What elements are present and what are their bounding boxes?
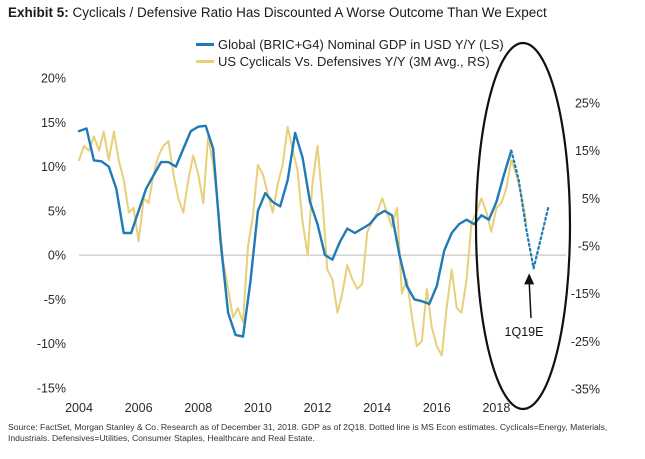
y-left-tick-label: 0%: [48, 249, 66, 263]
legend-label-cyclicals: US Cyclicals Vs. Defensives Y/Y (3M Avg.…: [218, 54, 490, 69]
y-right-tick-label: -25%: [571, 335, 600, 349]
legend-item-cyclicals: US Cyclicals Vs. Defensives Y/Y (3M Avg.…: [196, 53, 504, 70]
x-tick-label: 2004: [65, 401, 93, 415]
y-left-tick-label: -5%: [44, 293, 66, 307]
annotation-arrowhead: [524, 273, 535, 285]
exhibit-label: Exhibit 5:: [8, 5, 69, 20]
y-left-tick-label: 5%: [48, 204, 66, 218]
x-tick-label: 2006: [125, 401, 153, 415]
y-left-tick-label: -10%: [37, 337, 66, 351]
y-left-tick-label: 20%: [41, 72, 66, 86]
legend-label-gdp: Global (BRIC+G4) Nominal GDP in USD Y/Y …: [218, 37, 504, 52]
series-line-gdp: [77, 124, 513, 338]
source-note: Source: FactSet, Morgan Stanley & Co. Re…: [8, 422, 608, 443]
y-right-tick-label: 15%: [575, 144, 600, 158]
legend-item-gdp: Global (BRIC+G4) Nominal GDP in USD Y/Y …: [196, 36, 504, 53]
y-left-tick-label: 10%: [41, 160, 66, 174]
annotation-layer: 1Q19E: [474, 41, 572, 411]
chart-legend: Global (BRIC+G4) Nominal GDP in USD Y/Y …: [196, 36, 504, 70]
x-tick-label: 2012: [304, 401, 332, 415]
x-tick-label: 2018: [482, 401, 510, 415]
series-line-gdp-estimate: [510, 149, 550, 270]
y-left-tick-label: -15%: [37, 382, 66, 396]
title-text: Cyclicals / Defensive Ratio Has Discount…: [72, 5, 547, 20]
y-right-tick-label: 25%: [575, 97, 600, 111]
chart-title: Exhibit 5: Cyclicals / Defensive Ratio H…: [8, 5, 547, 20]
legend-swatch-gdp: [196, 43, 214, 46]
y-left-tick-label: 15%: [41, 116, 66, 130]
y-right-tick-label: 5%: [582, 192, 600, 206]
x-tick-label: 2010: [244, 401, 272, 415]
x-tick-label: 2008: [184, 401, 212, 415]
x-tick-label: 2014: [363, 401, 391, 415]
highlight-ellipse: [474, 41, 572, 411]
annotation-arrow: [528, 281, 532, 319]
gdp-layer: [77, 124, 550, 338]
y-right-tick-label: -5%: [578, 240, 600, 254]
y-right-tick-label: -15%: [571, 287, 600, 301]
y-right-tick-label: -35%: [571, 383, 600, 397]
annotation-label: 1Q19E: [505, 325, 544, 339]
legend-swatch-cyclicals: [196, 60, 214, 63]
x-tick-label: 2016: [423, 401, 451, 415]
tick-labels-layer: 2004 2006 2008 2010 2012 2014 2016 2018 20% 15% 10…: [37, 72, 600, 416]
